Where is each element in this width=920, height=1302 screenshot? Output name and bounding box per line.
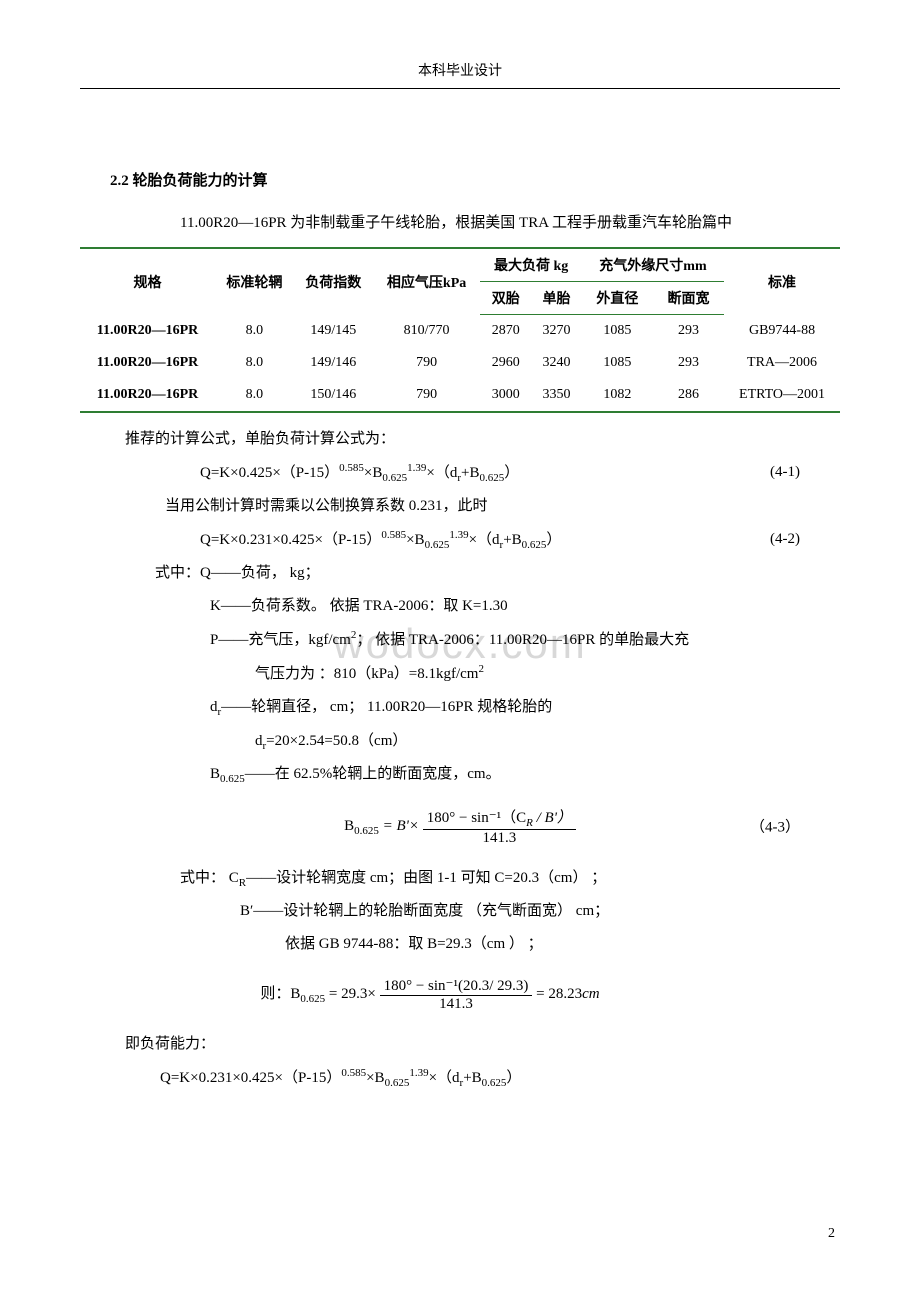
- where2: 式中： CR——设计轮辋宽度 cm；由图 1-1 可知 C=20.3（cm） ；: [180, 862, 840, 895]
- cell-double: 2960: [480, 347, 531, 379]
- param-d1: dr——轮辋直径， cm； 11.00R20—16PR 规格轮胎的: [210, 691, 840, 724]
- cell-standard: TRA—2006: [724, 347, 840, 379]
- th-double: 双胎: [480, 282, 531, 315]
- formula-1: Q=K×0.425×（P-15）0.585×B0.6251.39×（dr+B0.…: [200, 456, 840, 490]
- recommend-text: 推荐的计算公式，单胎负荷计算公式为：: [125, 423, 840, 456]
- table-row: 11.00R20—16PR 8.0 150/146 790 3000 3350 …: [80, 379, 840, 412]
- cell-single: 3270: [531, 315, 582, 348]
- specification-table: 规格 标准轮辋 负荷指数 相应气压kPa 最大负荷 kg 充气外缘尺寸mm 标准…: [80, 247, 840, 413]
- cell-double: 2870: [480, 315, 531, 348]
- page-number: 2: [828, 1226, 835, 1242]
- cell-spec: 11.00R20—16PR: [80, 347, 215, 379]
- cell-rim: 8.0: [215, 347, 294, 379]
- formula-number: (4-1): [770, 456, 800, 489]
- cell-diameter: 1082: [582, 379, 653, 412]
- formula-number: (4-2): [770, 523, 800, 556]
- cell-width: 293: [653, 347, 724, 379]
- cell-load-index: 150/146: [294, 379, 373, 412]
- cell-rim: 8.0: [215, 315, 294, 348]
- param-d2: dr=20×2.54=50.8（cm）: [255, 725, 840, 758]
- section-number: 2.2: [110, 173, 129, 189]
- th-width: 断面宽: [653, 282, 724, 315]
- cell-width: 293: [653, 315, 724, 348]
- cell-spec: 11.00R20—16PR: [80, 315, 215, 348]
- param-q: 式中：Q——负荷， kg；: [155, 557, 840, 590]
- formula-3: B0.625 = B'× 180° − sin⁻¹（CR / B'） 141.3…: [80, 806, 840, 847]
- table-row: 11.00R20—16PR 8.0 149/145 810/770 2870 3…: [80, 315, 840, 348]
- formula-number: （4-3）: [750, 816, 800, 837]
- final-formula: Q=K×0.231×0.425×（P-15）0.585×B0.6251.39×（…: [160, 1061, 840, 1095]
- th-single: 单胎: [531, 282, 582, 315]
- intro-text: 11.00R20—16PR 为非制载重子午线轮胎，根据美国 TRA 工程手册载重…: [180, 210, 840, 237]
- cell-single: 3350: [531, 379, 582, 412]
- metric-text: 当用公制计算时需乘以公制换算系数 0.231，此时: [165, 490, 840, 523]
- th-dimensions: 充气外缘尺寸mm: [582, 248, 724, 282]
- param-p2: 气压力为 ：810（kPa）=8.1kgf/cm2: [255, 657, 840, 691]
- th-rim: 标准轮辋: [215, 248, 294, 315]
- cell-diameter: 1085: [582, 347, 653, 379]
- param-k: K——负荷系数。 依据 TRA-2006：取 K=1.30: [210, 590, 840, 623]
- capacity-text: 即负荷能力：: [125, 1028, 840, 1061]
- th-max-load: 最大负荷 kg: [480, 248, 581, 282]
- cell-diameter: 1085: [582, 315, 653, 348]
- cell-standard: ETRTO—2001: [724, 379, 840, 412]
- cell-width: 286: [653, 379, 724, 412]
- param-b: B0.625——在 62.5%轮辋上的断面宽度，cm。: [210, 758, 840, 791]
- b-prime: B′——设计轮辋上的轮胎断面宽度 （充气断面宽） cm；: [240, 895, 840, 928]
- page-header: 本科毕业设计: [80, 60, 840, 89]
- th-spec: 规格: [80, 248, 215, 315]
- cell-single: 3240: [531, 347, 582, 379]
- formula-then: 则：B0.625 = 29.3× 180° − sin⁻¹(20.3/ 29.3…: [20, 976, 840, 1013]
- cell-pressure: 790: [373, 347, 481, 379]
- cell-double: 3000: [480, 379, 531, 412]
- cell-load-index: 149/145: [294, 315, 373, 348]
- cell-spec: 11.00R20—16PR: [80, 379, 215, 412]
- cell-pressure: 810/770: [373, 315, 481, 348]
- formula-2: Q=K×0.231×0.425×（P-15）0.585×B0.6251.39×（…: [200, 523, 840, 557]
- cell-pressure: 790: [373, 379, 481, 412]
- cell-standard: GB9744-88: [724, 315, 840, 348]
- th-standard: 标准: [724, 248, 840, 315]
- param-p1: P——充气压，kgf/cm2； 依据 TRA-2006：11.00R20—16P…: [210, 623, 840, 657]
- section-name: 轮胎负荷能力的计算: [133, 173, 268, 189]
- cell-rim: 8.0: [215, 379, 294, 412]
- according: 依据 GB 9744-88：取 B=29.3（cm ） ；: [285, 928, 840, 961]
- page-content: 本科毕业设计 2.2 轮胎负荷能力的计算 11.00R20—16PR 为非制载重…: [80, 60, 840, 1095]
- section-title: 2.2 轮胎负荷能力的计算: [110, 169, 840, 190]
- table-row: 11.00R20—16PR 8.0 149/146 790 2960 3240 …: [80, 347, 840, 379]
- th-pressure: 相应气压kPa: [373, 248, 481, 315]
- cell-load-index: 149/146: [294, 347, 373, 379]
- th-diameter: 外直径: [582, 282, 653, 315]
- th-load-index: 负荷指数: [294, 248, 373, 315]
